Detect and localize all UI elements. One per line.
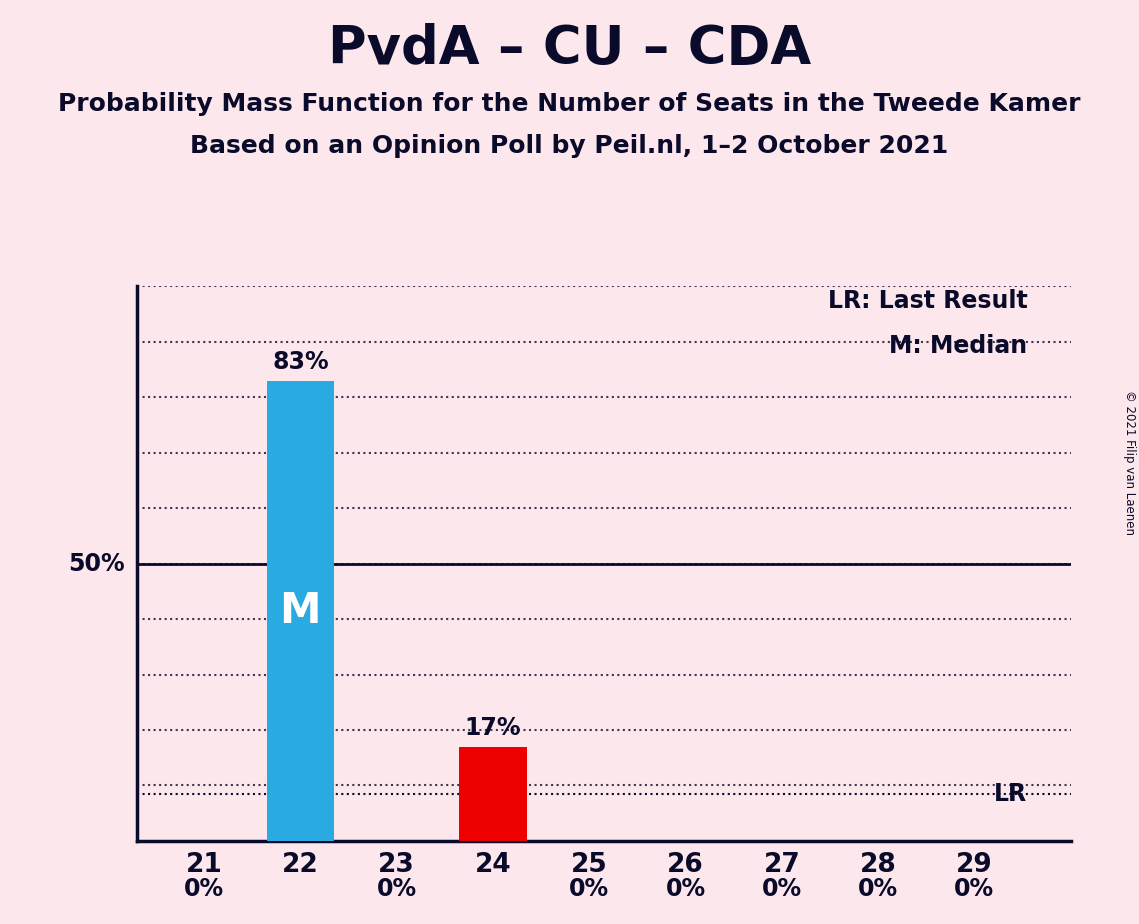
Text: © 2021 Filip van Laenen: © 2021 Filip van Laenen xyxy=(1123,390,1137,534)
Text: PvdA – CU – CDA: PvdA – CU – CDA xyxy=(328,23,811,75)
Text: 0%: 0% xyxy=(377,877,417,901)
Text: LR: LR xyxy=(994,782,1027,806)
Bar xyxy=(459,747,526,841)
Text: 0%: 0% xyxy=(570,877,609,901)
Text: 50%: 50% xyxy=(68,552,125,576)
Text: M: M xyxy=(279,590,321,632)
Text: 83%: 83% xyxy=(272,350,329,374)
Bar xyxy=(267,381,334,841)
Text: M: Median: M: Median xyxy=(890,334,1027,358)
Text: 0%: 0% xyxy=(858,877,899,901)
Text: Probability Mass Function for the Number of Seats in the Tweede Kamer: Probability Mass Function for the Number… xyxy=(58,92,1081,116)
Text: 0%: 0% xyxy=(954,877,994,901)
Text: 0%: 0% xyxy=(185,877,224,901)
Text: 0%: 0% xyxy=(665,877,705,901)
Text: Based on an Opinion Poll by Peil.nl, 1–2 October 2021: Based on an Opinion Poll by Peil.nl, 1–2… xyxy=(190,134,949,158)
Text: 17%: 17% xyxy=(465,716,522,740)
Text: 0%: 0% xyxy=(762,877,802,901)
Text: LR: Last Result: LR: Last Result xyxy=(828,289,1027,313)
